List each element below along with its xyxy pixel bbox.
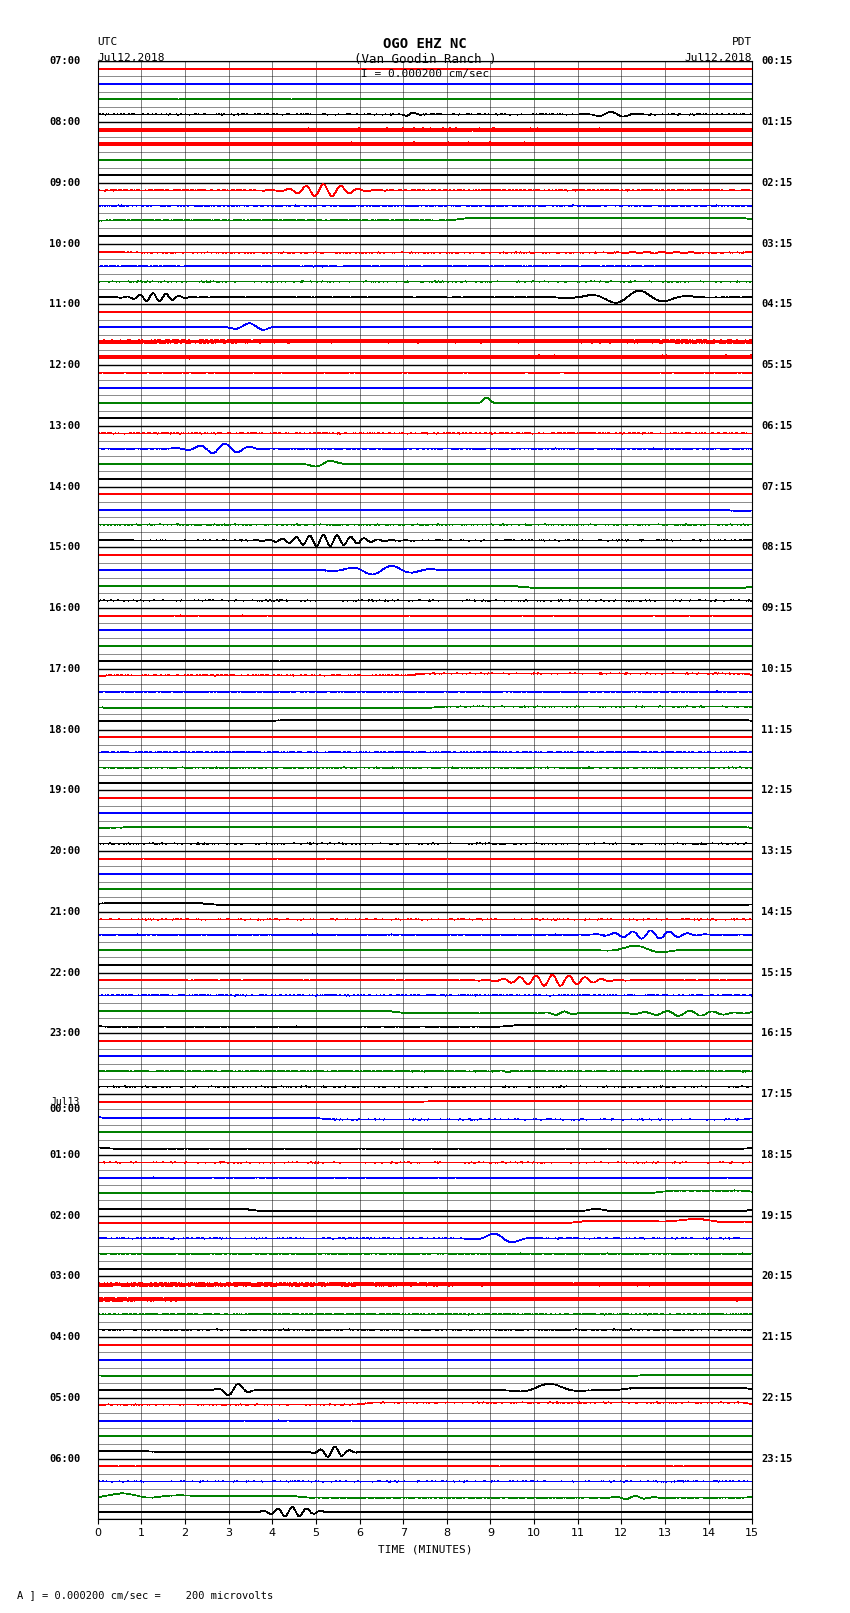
Text: 16:15: 16:15 — [761, 1029, 792, 1039]
Text: OGO EHZ NC: OGO EHZ NC — [383, 37, 467, 52]
Text: 22:00: 22:00 — [49, 968, 80, 977]
Text: 15:15: 15:15 — [761, 968, 792, 977]
Text: 23:15: 23:15 — [761, 1453, 792, 1463]
Text: 11:15: 11:15 — [761, 724, 792, 734]
Text: 18:15: 18:15 — [761, 1150, 792, 1160]
Text: 14:00: 14:00 — [49, 482, 80, 492]
Text: 04:00: 04:00 — [49, 1332, 80, 1342]
Text: 12:15: 12:15 — [761, 786, 792, 795]
Text: 04:15: 04:15 — [761, 300, 792, 310]
Text: 20:15: 20:15 — [761, 1271, 792, 1281]
Text: Jul13: Jul13 — [51, 1097, 80, 1107]
Text: 19:00: 19:00 — [49, 786, 80, 795]
Text: 08:15: 08:15 — [761, 542, 792, 552]
Text: 10:15: 10:15 — [761, 665, 792, 674]
Text: 01:00: 01:00 — [49, 1150, 80, 1160]
Text: 13:00: 13:00 — [49, 421, 80, 431]
Text: 07:00: 07:00 — [49, 56, 80, 66]
Text: PDT: PDT — [732, 37, 752, 47]
Text: 12:00: 12:00 — [49, 360, 80, 369]
Text: 07:15: 07:15 — [761, 482, 792, 492]
Text: 10:00: 10:00 — [49, 239, 80, 248]
Text: 06:00: 06:00 — [49, 1453, 80, 1463]
Text: 20:00: 20:00 — [49, 847, 80, 857]
Text: 18:00: 18:00 — [49, 724, 80, 734]
Text: 05:00: 05:00 — [49, 1394, 80, 1403]
Text: I = 0.000200 cm/sec: I = 0.000200 cm/sec — [361, 69, 489, 79]
Text: 06:15: 06:15 — [761, 421, 792, 431]
Text: 03:15: 03:15 — [761, 239, 792, 248]
Text: 17:15: 17:15 — [761, 1089, 792, 1098]
Text: 16:00: 16:00 — [49, 603, 80, 613]
Text: 02:15: 02:15 — [761, 177, 792, 187]
Text: A ] = 0.000200 cm/sec =    200 microvolts: A ] = 0.000200 cm/sec = 200 microvolts — [17, 1590, 273, 1600]
Text: 05:15: 05:15 — [761, 360, 792, 369]
Text: 02:00: 02:00 — [49, 1211, 80, 1221]
Text: 09:15: 09:15 — [761, 603, 792, 613]
Text: Jul12,2018: Jul12,2018 — [685, 53, 752, 63]
Text: 00:15: 00:15 — [761, 56, 792, 66]
Text: 19:15: 19:15 — [761, 1211, 792, 1221]
X-axis label: TIME (MINUTES): TIME (MINUTES) — [377, 1544, 473, 1553]
Text: 01:15: 01:15 — [761, 118, 792, 127]
Text: 21:15: 21:15 — [761, 1332, 792, 1342]
Text: 11:00: 11:00 — [49, 300, 80, 310]
Text: 23:00: 23:00 — [49, 1029, 80, 1039]
Text: 22:15: 22:15 — [761, 1394, 792, 1403]
Text: 03:00: 03:00 — [49, 1271, 80, 1281]
Text: Jul12,2018: Jul12,2018 — [98, 53, 165, 63]
Text: (Van Goodin Ranch ): (Van Goodin Ranch ) — [354, 53, 496, 66]
Text: 08:00: 08:00 — [49, 118, 80, 127]
Text: UTC: UTC — [98, 37, 118, 47]
Text: 09:00: 09:00 — [49, 177, 80, 187]
Text: 15:00: 15:00 — [49, 542, 80, 552]
Text: 17:00: 17:00 — [49, 665, 80, 674]
Text: 00:00: 00:00 — [49, 1105, 80, 1115]
Text: 13:15: 13:15 — [761, 847, 792, 857]
Text: 21:00: 21:00 — [49, 907, 80, 916]
Text: 14:15: 14:15 — [761, 907, 792, 916]
